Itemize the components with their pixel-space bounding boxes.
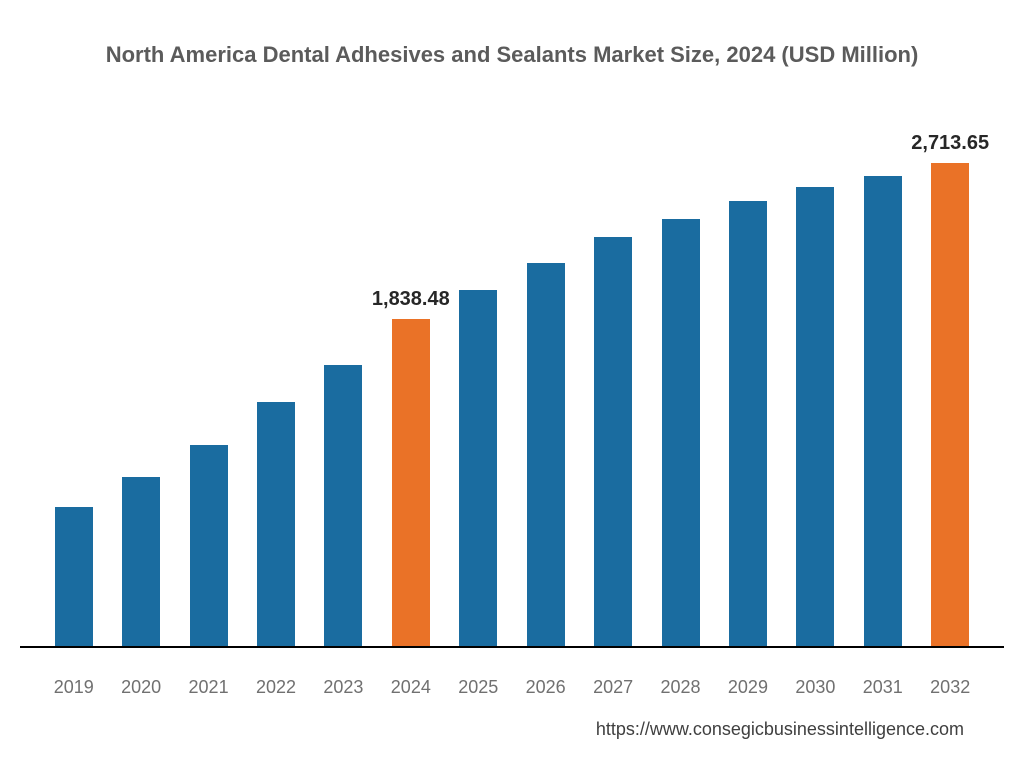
bar (864, 176, 902, 646)
bar-slot: 2,713.65 (916, 130, 983, 646)
x-axis-label: 2032 (916, 677, 983, 698)
x-axis-label: 2026 (512, 677, 579, 698)
bar (594, 237, 632, 646)
bar (729, 201, 767, 646)
x-axis-label: 2025 (445, 677, 512, 698)
bar-slot (647, 130, 714, 646)
bar-slot (175, 130, 242, 646)
x-axis-labels: 2019202020212022202320242025202620272028… (40, 677, 984, 698)
x-axis-label: 2029 (714, 677, 781, 698)
bar-slot (714, 130, 781, 646)
chart-title: North America Dental Adhesives and Seala… (0, 42, 1024, 68)
bar-value-label: 1,838.48 (372, 288, 450, 311)
x-axis-label: 2023 (310, 677, 377, 698)
chart-plot-area: 1,838.48 2,713.65 (40, 130, 984, 648)
bar (190, 445, 228, 646)
x-axis-label: 2021 (175, 677, 242, 698)
x-axis-label: 2019 (40, 677, 107, 698)
bar-value-label: 2,713.65 (911, 132, 989, 155)
bar (122, 477, 160, 646)
bar-slot (579, 130, 646, 646)
bars-container: 1,838.48 2,713.65 (40, 130, 984, 646)
x-axis-label: 2024 (377, 677, 444, 698)
bar-slot (40, 130, 107, 646)
x-axis-line (20, 646, 1004, 648)
bar (257, 402, 295, 646)
bar-slot (107, 130, 174, 646)
bar-slot (445, 130, 512, 646)
bar-slot (782, 130, 849, 646)
bar (931, 163, 969, 646)
bar (392, 319, 430, 646)
bar (55, 507, 93, 646)
bar (527, 263, 565, 646)
source-url: https://www.consegicbusinessintelligence… (596, 719, 964, 740)
bar-slot: 1,838.48 (377, 130, 444, 646)
x-axis-label: 2028 (647, 677, 714, 698)
bar-slot (849, 130, 916, 646)
bar (662, 219, 700, 646)
x-axis-label: 2030 (782, 677, 849, 698)
bar (796, 187, 834, 646)
x-axis-label: 2031 (849, 677, 916, 698)
bar-slot (310, 130, 377, 646)
bar-slot (242, 130, 309, 646)
x-axis-label: 2022 (242, 677, 309, 698)
bar (459, 290, 497, 646)
bar-slot (512, 130, 579, 646)
x-axis-label: 2027 (579, 677, 646, 698)
bar (324, 365, 362, 646)
x-axis-label: 2020 (107, 677, 174, 698)
